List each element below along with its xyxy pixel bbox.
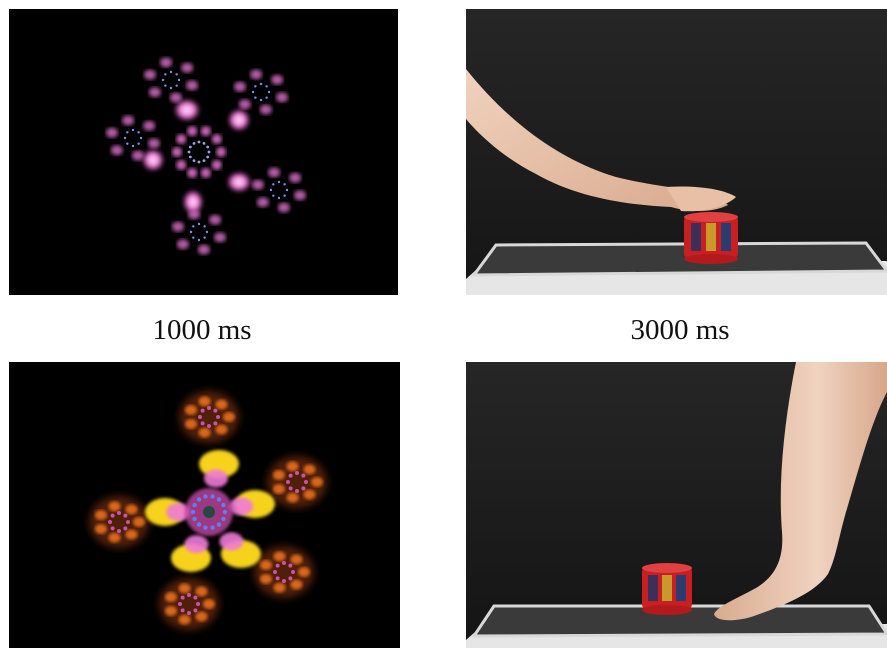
hand-touch-image	[466, 9, 887, 295]
yellow-magenta-particle-burst-icon	[9, 362, 400, 648]
caption-1000ms: 1000 ms	[152, 314, 252, 346]
yellow-burst-image	[9, 362, 400, 648]
foot-touch-image	[466, 362, 887, 648]
toy-cylinder	[642, 563, 692, 615]
toy-cylinder	[684, 212, 738, 264]
hand-touching-toy-icon	[466, 9, 887, 295]
magenta-burst-image	[9, 9, 398, 295]
foot-touching-toy-icon	[466, 362, 887, 648]
magenta-particle-burst-icon	[9, 9, 398, 295]
caption-3000ms: 3000 ms	[630, 314, 730, 346]
